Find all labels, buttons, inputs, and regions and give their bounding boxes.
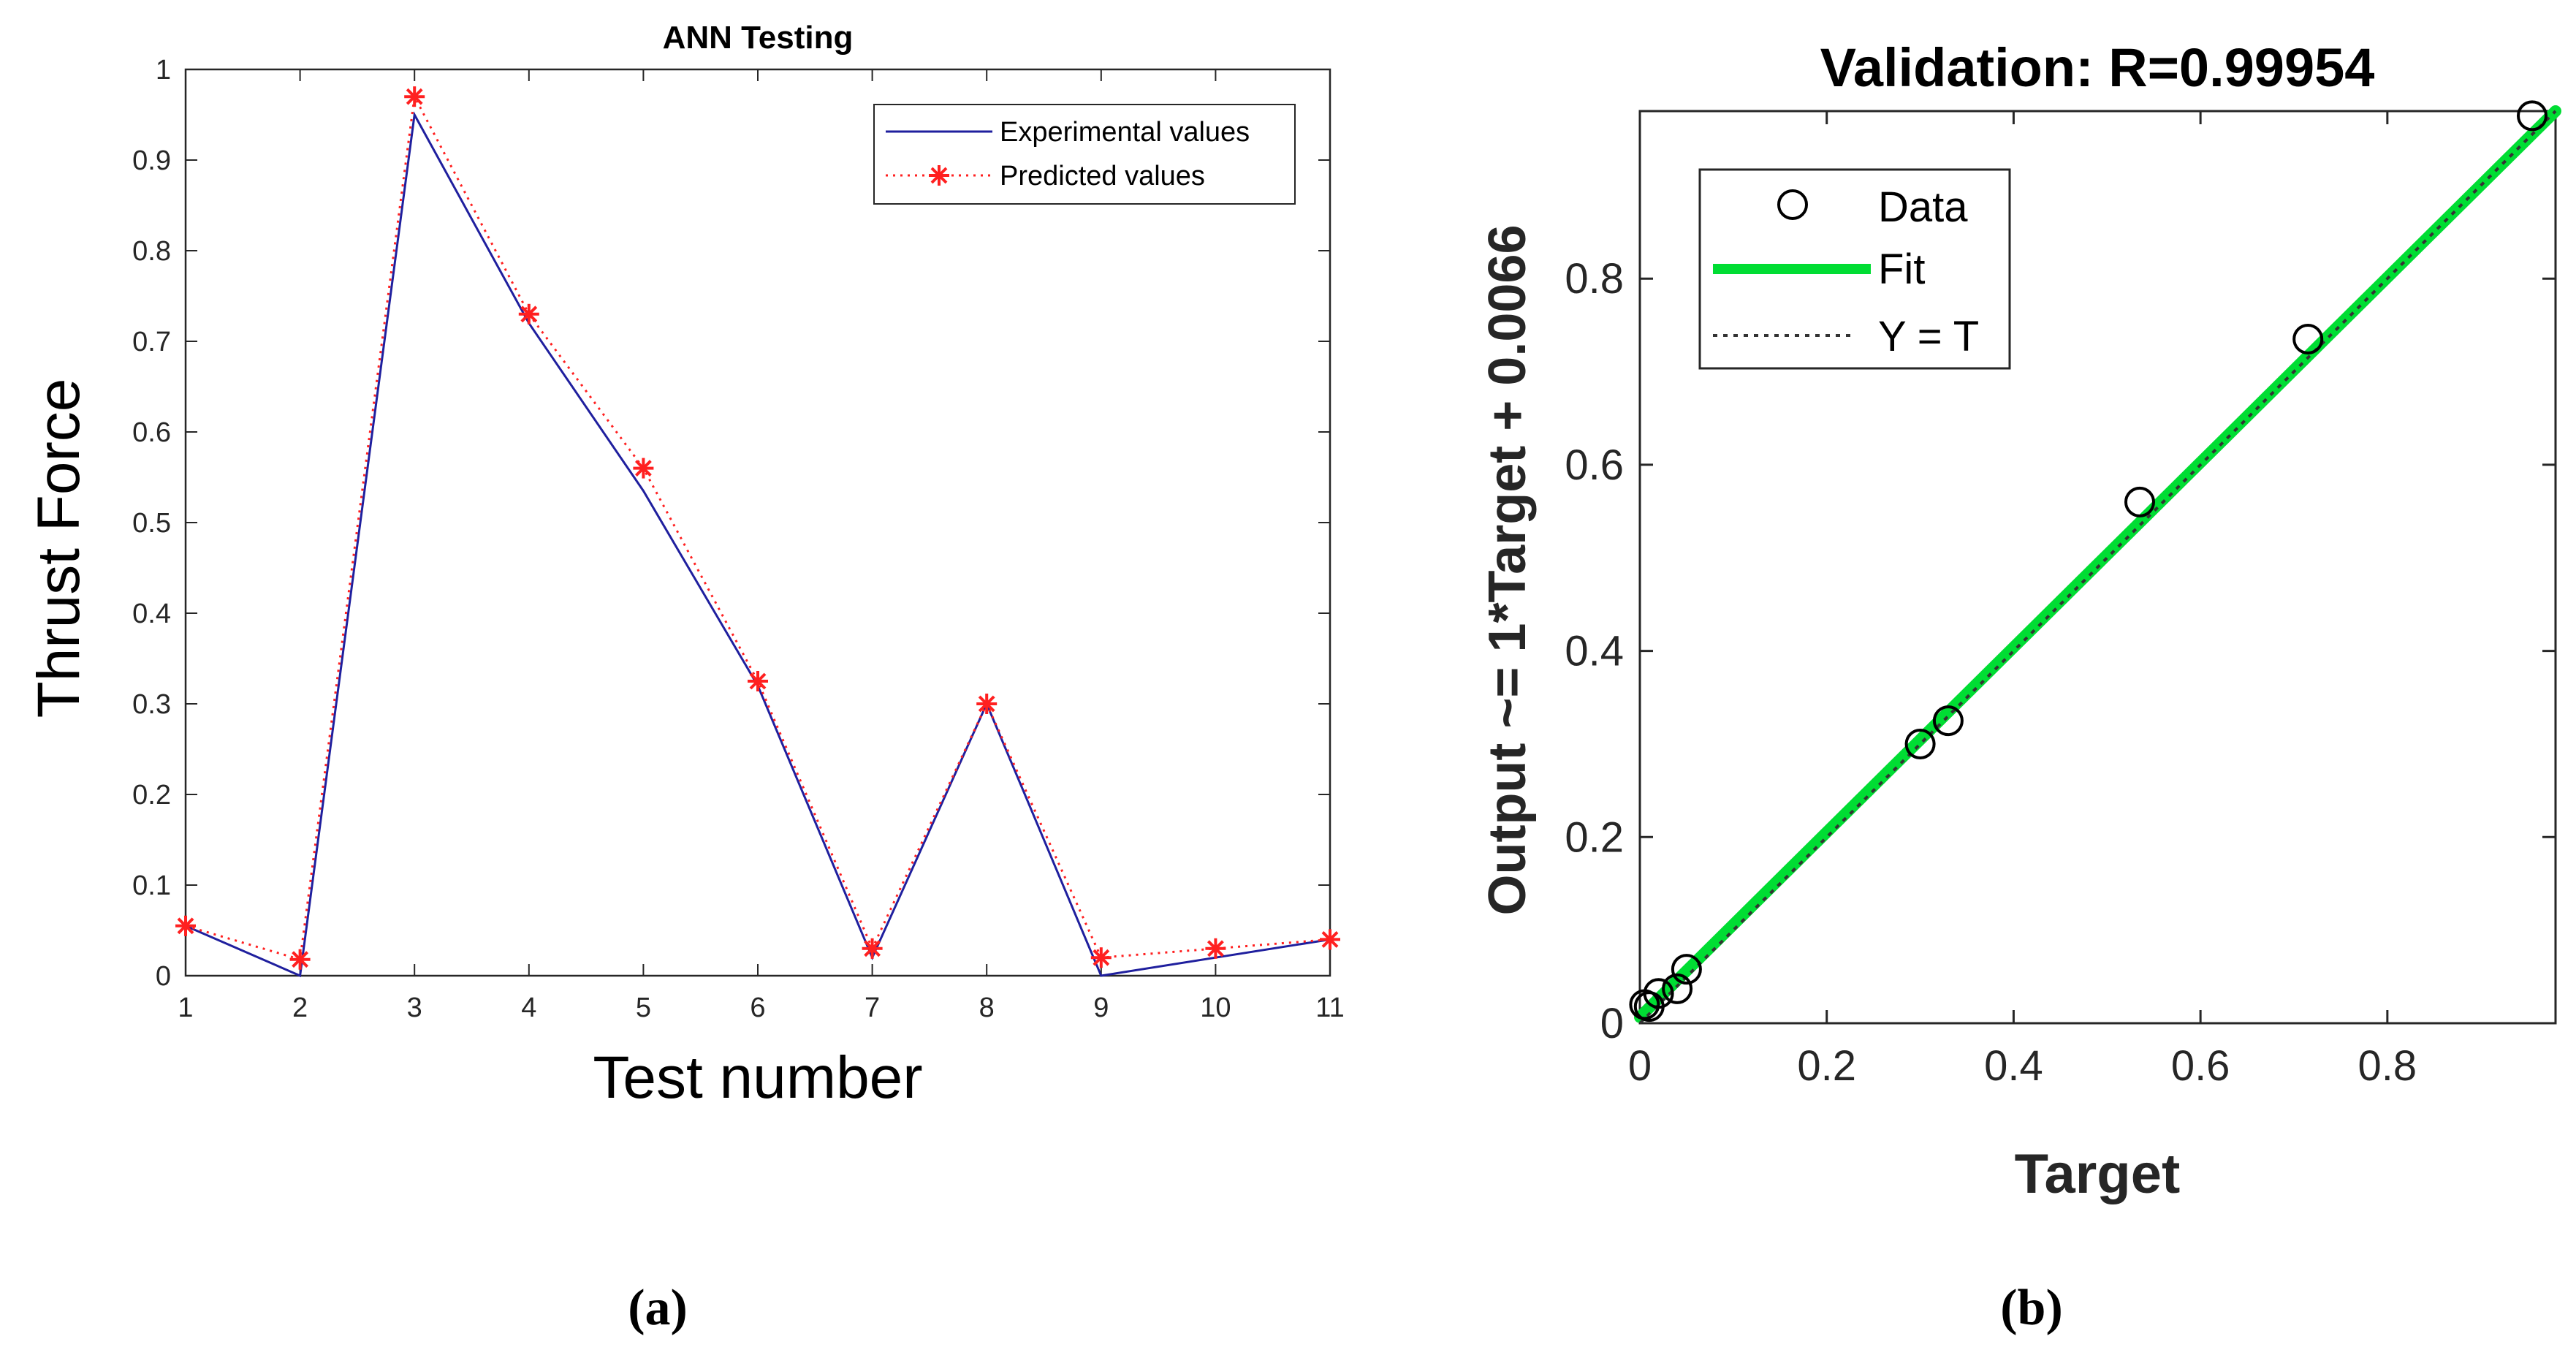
panel-b-x-tick-label: 0.8 (2358, 1042, 2417, 1090)
predicted-value-marker (518, 303, 539, 325)
predicted-value-marker (748, 671, 768, 691)
panel-b-y-tick-label: 0 (1600, 1000, 1624, 1047)
legend-y-eq-t-label: Y = T (1878, 313, 1979, 360)
legend-predicted-marker (929, 165, 949, 186)
legend-predicted-label: Predicted values (1000, 161, 1205, 191)
panel-a-axes-box (184, 68, 1331, 977)
panel-a-y-tick-label: 0.6 (132, 417, 171, 448)
panel-a-x-ticks: 1 2 3 4 5 6 7 8 9 10 11 (178, 69, 1345, 1023)
panel-b-y-tick-label: 0.2 (1565, 813, 1624, 861)
panel-b-x-tick-label: 0.4 (1984, 1042, 2043, 1090)
predicted-value-marker (862, 938, 883, 959)
panel-a-x-tick-label: 4 (521, 993, 536, 1023)
panel-a-y-tick-label: 0 (156, 961, 171, 992)
panel-a-y-tick-label: 0.1 (132, 870, 171, 901)
predicted-value-marker (976, 694, 998, 714)
panel-a-x-tick-label: 5 (636, 993, 651, 1023)
panel-a-series (175, 86, 1340, 978)
panel-b-x-tick-label: 0.6 (2171, 1042, 2230, 1090)
panel-a-y-tick-label: 0.7 (132, 327, 171, 357)
panel-a-x-tick-label: 1 (178, 993, 193, 1023)
legend-experimental-label: Experimental values (1000, 117, 1250, 148)
panel-b-title: Validation: R=0.99954 (1820, 37, 2375, 98)
panel-a-y-ticks: 0 0.1 0.2 0.3 0.4 0.5 0.6 0.7 0.8 0.9 1 (132, 55, 1330, 992)
panel-a-legend-box (873, 104, 1296, 205)
panel-a-x-tick-label: 10 (1200, 993, 1231, 1023)
panel-b-y-tick-label: 0.4 (1565, 628, 1624, 675)
data-point (1662, 973, 1693, 1004)
legend-data-marker (1777, 189, 1808, 220)
data-point (1643, 978, 1674, 1009)
panel-a-x-tick-label: 9 (1093, 993, 1109, 1023)
panel-a-line-chart: ANN Testing 0 0.1 0.2 0.3 0.4 0.5 0.6 0.7 0.8 0.9… (26, 20, 1345, 1336)
data-point (1932, 705, 1964, 737)
data-point (2124, 486, 2155, 517)
panel-b-x-tick-label: 0 (1628, 1042, 1652, 1090)
panel-b-y-tick-label: 0.8 (1565, 255, 1624, 303)
predicted-value-marker (1205, 938, 1226, 959)
panel-b-x-axis-label: Target (2015, 1143, 2181, 1205)
panel-a-title: ANN Testing (663, 20, 854, 56)
panel-a-y-tick-label: 0.3 (132, 689, 171, 720)
panel-a-x-tick-label: 6 (750, 993, 765, 1023)
panel-a-y-tick-label: 0.8 (132, 236, 171, 267)
panel-b-x-ticks: 0 0.2 0.4 0.6 0.8 (1628, 111, 2417, 1090)
panel-b-legend: Data Fit Y = T (1698, 168, 2011, 370)
panel-a-y-tick-label: 0.9 (132, 145, 171, 176)
panel-b-y-axis-label: Output ~= 1*Target + 0.0066 (1478, 224, 1537, 915)
panel-b-regression-plot: Validation: R=0.99954 0 0.2 0.4 0.6 0.8 0 0.2… (1478, 37, 2561, 1336)
panel-a-x-tick-label: 7 (865, 993, 880, 1023)
legend-data-label: Data (1878, 183, 1968, 231)
panel-b-series (1629, 100, 2561, 1025)
panel-a-x-tick-label: 3 (407, 993, 422, 1023)
predicted-value-marker (1320, 929, 1340, 950)
panel-a-x-tick-label: 8 (979, 993, 995, 1023)
legend-fit-label: Fit (1878, 246, 1925, 293)
data-point (1904, 729, 1936, 759)
predicted-value-marker (175, 915, 196, 936)
data-point (2517, 100, 2547, 132)
panel-a-y-tick-label: 0.4 (132, 599, 171, 629)
panel-a-legend: Experimental values Predicted values (873, 104, 1296, 205)
panel-b-caption: (b) (2000, 1280, 2063, 1336)
y-equals-t-line (1638, 110, 2557, 1025)
panel-a-y-tick-label: 1 (156, 55, 171, 86)
panel-a-caption: (a) (628, 1280, 688, 1336)
predicted-value-marker (289, 949, 311, 970)
predicted-value-marker (633, 458, 654, 479)
data-point (1671, 954, 1702, 985)
panel-b-y-ticks: 0 0.2 0.4 0.6 0.8 (1565, 255, 2556, 1047)
panel-a-x-tick-label: 11 (1315, 993, 1344, 1023)
panel-a-x-axis-label: Test number (593, 1044, 922, 1111)
predicted-value-marker (1090, 947, 1112, 968)
panel-a-y-axis-label: Thrust Force (26, 379, 92, 718)
panel-a-y-tick-label: 0.5 (132, 508, 171, 539)
panel-a-x-tick-label: 2 (292, 993, 308, 1023)
panel-a-y-tick-label: 0.2 (132, 780, 171, 811)
predicted-value-marker (404, 86, 425, 107)
data-point (2292, 324, 2324, 354)
panel-b-x-tick-label: 0.2 (1797, 1042, 1856, 1090)
panel-b-y-tick-label: 0.6 (1565, 441, 1624, 489)
